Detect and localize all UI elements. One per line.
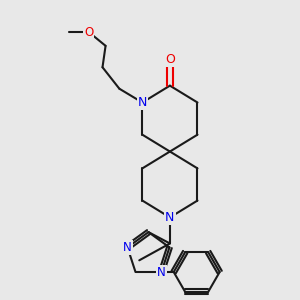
Text: O: O bbox=[84, 26, 93, 38]
Text: N: N bbox=[138, 96, 147, 109]
Text: N: N bbox=[157, 266, 166, 278]
Text: N: N bbox=[165, 211, 175, 224]
Text: O: O bbox=[165, 53, 175, 66]
Text: N: N bbox=[123, 241, 132, 254]
